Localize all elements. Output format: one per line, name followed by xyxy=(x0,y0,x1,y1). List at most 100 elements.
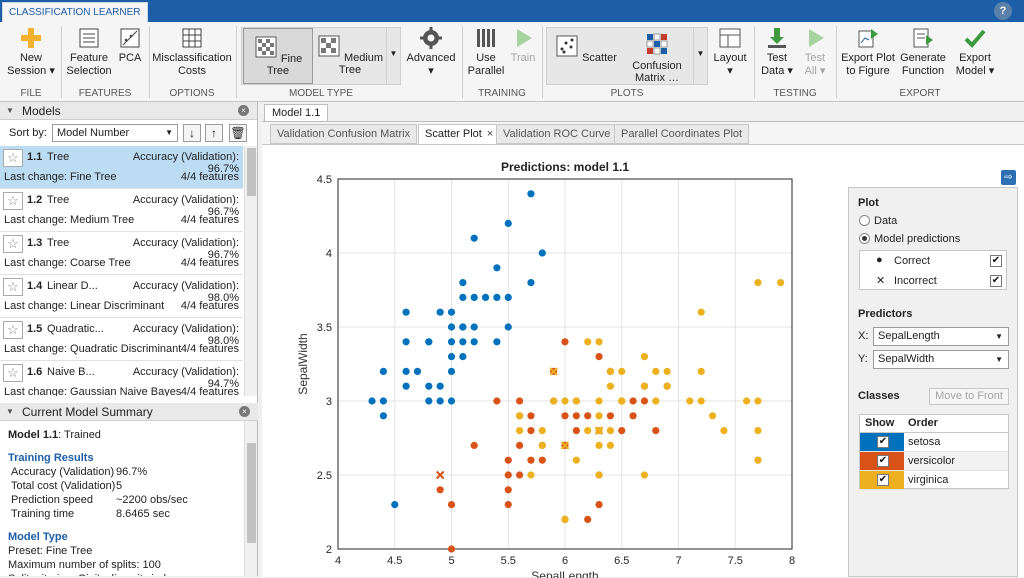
class-row-setosa[interactable]: ✔ setosa xyxy=(860,433,1008,452)
summary-scrollbar[interactable] xyxy=(244,421,257,576)
model-item[interactable]: ☆ 1.4 Linear D... Accuracy (Validation):… xyxy=(0,275,243,318)
advanced-button[interactable]: Advanced ▾ xyxy=(404,26,458,78)
scatter-chart[interactable]: 4 4.5 5 5.5 6 6.5 7 7.5 8 2 2.5 3 3.5 4 4.5 Predictions… xyxy=(262,145,842,578)
delete-model-button[interactable]: 🗑 xyxy=(229,124,247,142)
tab-scatter-plot[interactable]: Scatter Plot × xyxy=(418,124,501,145)
gallery-confusion-matrix[interactable]: Confusion Matrix … xyxy=(621,28,693,84)
tab-validation-confusion-matrix[interactable]: Validation Confusion Matrix xyxy=(270,124,418,144)
export-plot-button[interactable]: Export Plot to Figure xyxy=(840,26,896,78)
y-predictor-dropdown[interactable]: SepalWidth ▼ xyxy=(873,350,1009,369)
model-item[interactable]: ☆ 1.6 Naive B... Accuracy (Validation): … xyxy=(0,361,243,396)
star-icon[interactable]: ☆ xyxy=(3,192,23,210)
chevron-down-icon: ▼ xyxy=(995,332,1003,341)
radio-model-predictions[interactable]: Model predictions xyxy=(859,233,960,245)
star-icon[interactable]: ☆ xyxy=(3,278,23,296)
point-virginica xyxy=(572,456,580,464)
pca-button[interactable]: PCA xyxy=(114,26,146,65)
star-icon[interactable]: ☆ xyxy=(3,321,23,339)
model-type-heading: Model Type xyxy=(8,531,68,543)
correct-checkbox[interactable]: ✔ xyxy=(990,255,1002,267)
feature-selection-button[interactable]: Feature Selection xyxy=(64,26,114,78)
point-versicolor xyxy=(618,427,626,435)
star-icon[interactable]: ☆ xyxy=(3,149,23,167)
point-virginica xyxy=(777,279,785,287)
gallery-fine-tree[interactable]: Fine Tree xyxy=(243,28,313,84)
collapse-icon[interactable]: ▼ xyxy=(6,106,14,115)
point-setosa xyxy=(436,308,444,316)
show-checkbox[interactable]: ✔ xyxy=(877,455,889,467)
legend-correct: ● Correct ✔ xyxy=(876,254,1002,267)
model-item[interactable]: ☆ 1.1 Tree Accuracy (Validation): 96.7% … xyxy=(0,146,243,189)
incorrect-checkbox[interactable]: ✔ xyxy=(990,275,1002,287)
new-session-button[interactable]: New Session ▾ xyxy=(6,26,56,78)
point-versicolor xyxy=(527,427,535,435)
point-virginica xyxy=(527,471,535,479)
gallery-expand-icon[interactable]: ▼ xyxy=(386,28,400,84)
app-title-tab[interactable]: CLASSIFICATION LEARNER xyxy=(2,2,148,22)
model-item[interactable]: ☆ 1.2 Tree Accuracy (Validation): 96.7% … xyxy=(0,189,243,232)
point-versicolor xyxy=(584,412,592,420)
undock-icon[interactable]: ⇨ xyxy=(1001,170,1016,185)
gallery-scatter[interactable]: Scatter xyxy=(551,28,621,84)
misclassification-costs-button[interactable]: Misclassification Costs xyxy=(152,26,232,78)
use-parallel-button[interactable]: Use Parallel xyxy=(466,26,506,78)
close-icon[interactable]: × xyxy=(239,406,250,417)
point-versicolor xyxy=(447,501,456,509)
help-icon[interactable]: ? xyxy=(994,2,1012,20)
point-setosa xyxy=(538,249,546,257)
layout-button[interactable]: Layout ▾ xyxy=(710,26,750,78)
sort-descending-button[interactable]: ↓ xyxy=(183,124,201,142)
point-setosa xyxy=(402,382,410,390)
document-tab[interactable]: Model 1.1 xyxy=(264,104,329,121)
point-setosa xyxy=(413,367,422,375)
point-versicolor xyxy=(572,412,580,420)
tab-validation-roc-curve[interactable]: Validation ROC Curve xyxy=(496,124,618,144)
radio-circle xyxy=(859,215,870,226)
point-setosa xyxy=(447,353,456,361)
collapse-icon[interactable]: ▼ xyxy=(6,407,14,416)
show-checkbox[interactable]: ✔ xyxy=(877,436,889,448)
export-model-button[interactable]: Export Model ▾ xyxy=(950,26,1000,78)
group-options: OPTIONS xyxy=(169,88,215,99)
radio-data[interactable]: Data xyxy=(859,215,897,227)
plots-gallery: Scatter Confusion Matrix … ▼ xyxy=(546,27,708,85)
divider xyxy=(236,26,237,98)
model-item[interactable]: ☆ 1.3 Tree Accuracy (Validation): 96.7% … xyxy=(0,232,243,275)
point-versicolor xyxy=(629,397,637,405)
move-to-front-button[interactable]: Move to Front xyxy=(929,388,1009,405)
point-setosa xyxy=(402,338,410,346)
train-button[interactable]: Train xyxy=(508,26,538,65)
models-scrollbar[interactable] xyxy=(244,146,257,396)
gallery-expand-icon[interactable]: ▼ xyxy=(693,28,707,84)
x-tick-label: 6.5 xyxy=(614,555,629,567)
summary-panel-header: ▼ Current Model Summary × xyxy=(0,403,258,421)
point-versicolor xyxy=(504,471,512,479)
show-checkbox[interactable]: ✔ xyxy=(877,474,889,486)
point-virginica xyxy=(663,382,671,390)
test-data-button[interactable]: Test Data ▾ xyxy=(758,26,796,78)
play-icon xyxy=(809,29,824,47)
point-setosa xyxy=(459,279,467,287)
point-versicolor xyxy=(652,427,660,435)
class-row-virginica[interactable]: ✔ virginica xyxy=(860,471,1008,490)
x-tick-label: 4 xyxy=(335,555,341,567)
tab-parallel-coordinates-plot[interactable]: Parallel Coordinates Plot xyxy=(614,124,750,144)
test-all-button[interactable]: Test All ▾ xyxy=(798,26,832,78)
close-tab-icon[interactable]: × xyxy=(486,128,494,140)
x-predictor-dropdown[interactable]: SepalLength ▼ xyxy=(873,327,1009,346)
sort-ascending-button[interactable]: ↑ xyxy=(205,124,223,142)
model-item[interactable]: ☆ 1.5 Quadratic... Accuracy (Validation)… xyxy=(0,318,243,361)
gear-icon xyxy=(420,27,442,49)
close-icon[interactable]: × xyxy=(238,105,249,116)
x-tick-label: 4.5 xyxy=(387,555,402,567)
sort-dropdown[interactable]: Model Number ▼ xyxy=(52,124,178,142)
star-icon[interactable]: ☆ xyxy=(3,364,23,382)
point-setosa xyxy=(504,219,512,227)
scroll-thumb[interactable] xyxy=(247,443,256,543)
gallery-medium-tree[interactable]: Medium Tree xyxy=(315,28,385,84)
point-virginica xyxy=(640,471,649,479)
class-row-versicolor[interactable]: ✔ versicolor xyxy=(860,452,1008,471)
star-icon[interactable]: ☆ xyxy=(3,235,23,253)
scroll-thumb[interactable] xyxy=(247,148,256,196)
generate-function-button[interactable]: Generate Function xyxy=(898,26,948,78)
